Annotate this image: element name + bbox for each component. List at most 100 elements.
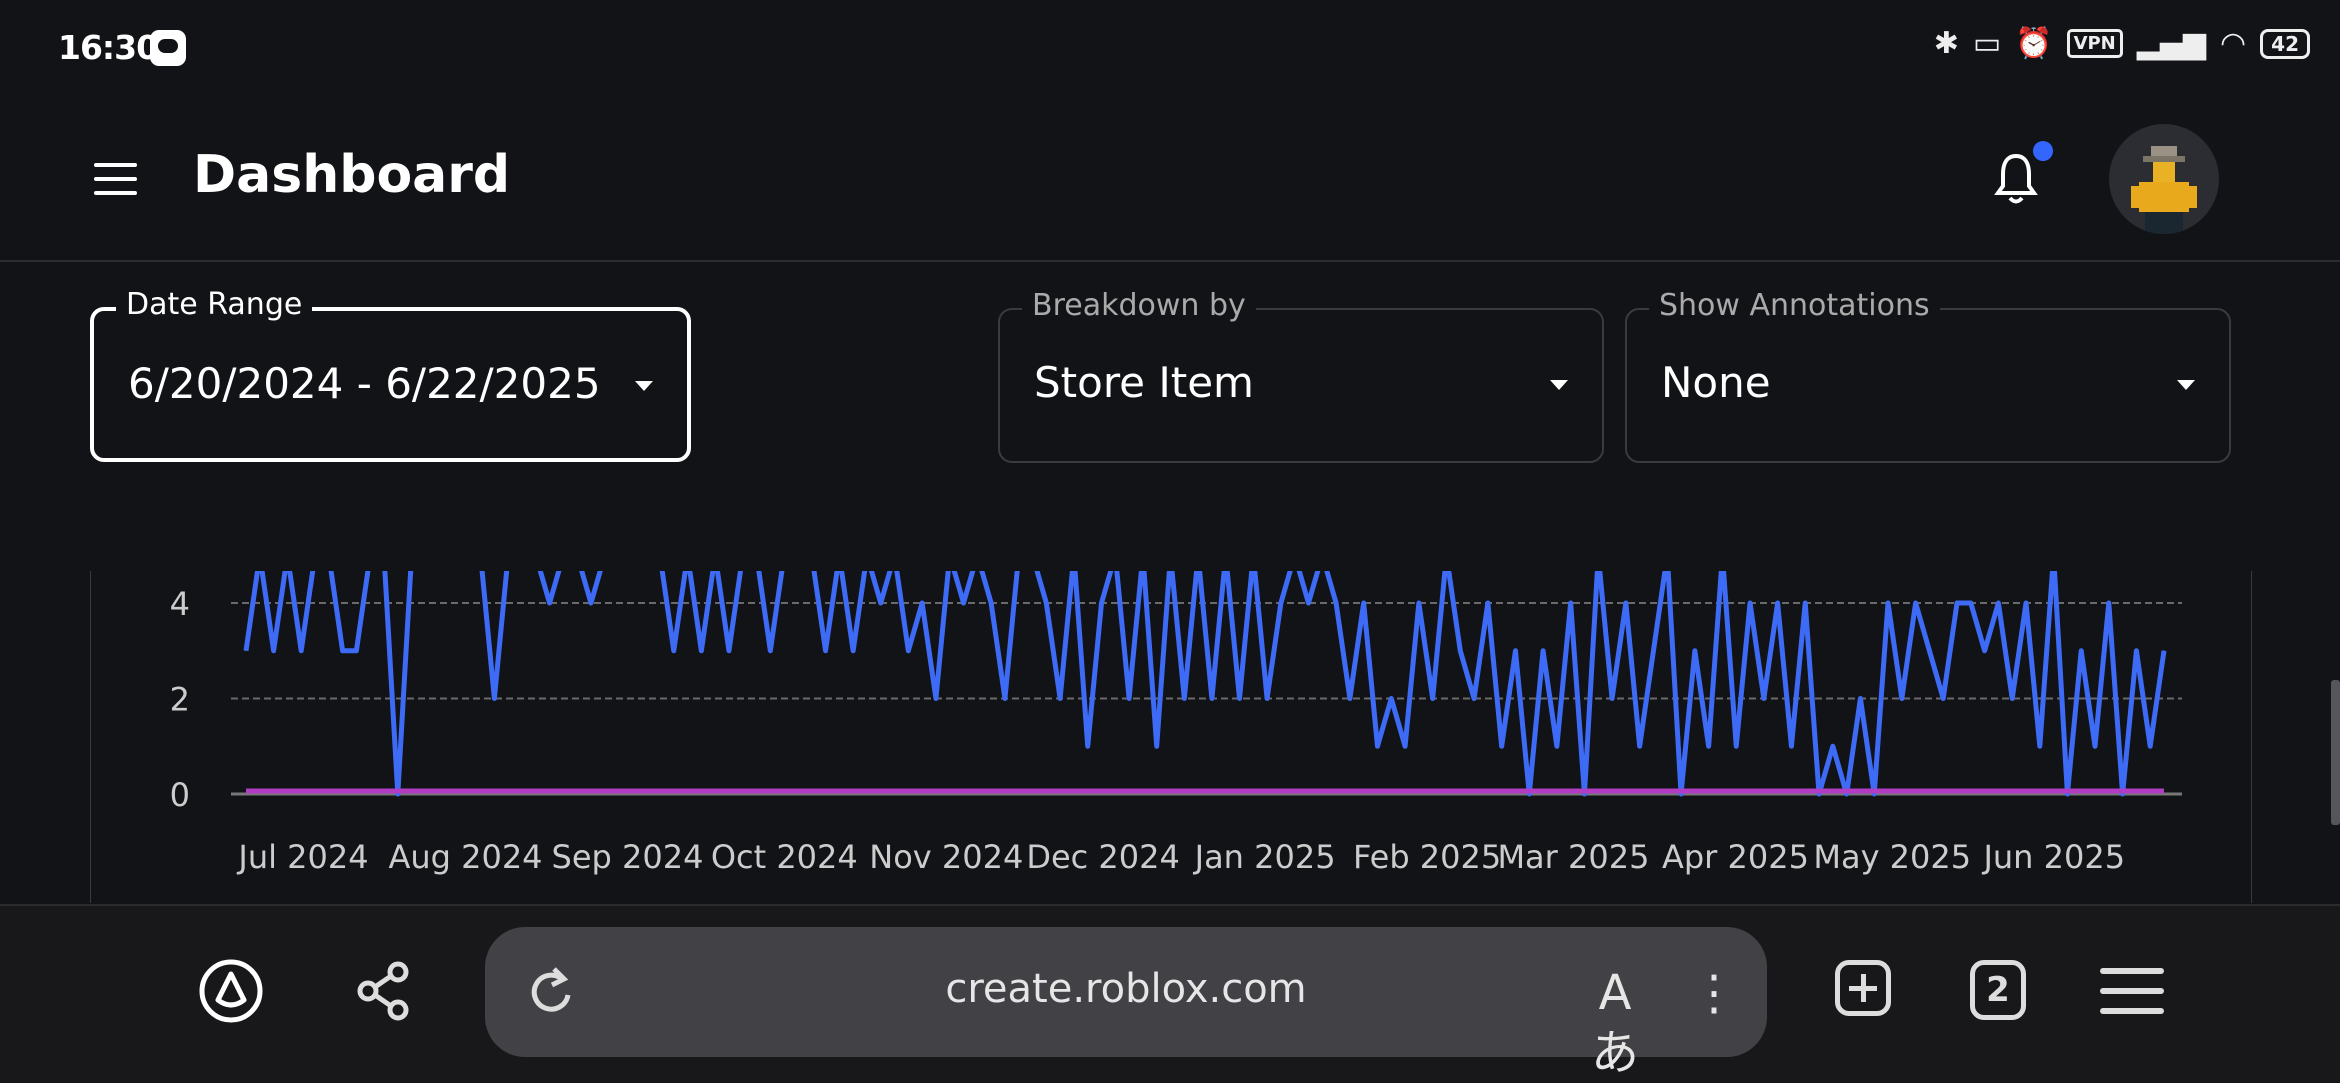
alarm-icon: ⏰ <box>2015 26 2053 61</box>
data-point <box>245 650 247 652</box>
data-point <box>2135 650 2137 652</box>
data-point <box>1363 602 1365 604</box>
data-point <box>825 650 827 652</box>
data-point <box>935 698 937 699</box>
avatar[interactable] <box>2109 124 2219 234</box>
y-tick-label: 2 <box>170 681 190 719</box>
data-point <box>1390 698 1392 699</box>
data-point <box>2149 745 2151 747</box>
data-point <box>397 793 399 795</box>
data-point <box>287 555 288 556</box>
data-point <box>2163 650 2165 652</box>
data-point <box>2066 793 2068 795</box>
tab-count-button[interactable]: 2 <box>1970 960 2026 1020</box>
data-point <box>1611 698 1613 699</box>
data-point <box>1942 698 1944 699</box>
share-icon[interactable] <box>354 960 414 1022</box>
data-point <box>480 555 481 556</box>
data-point <box>907 650 909 652</box>
date-range-label: Date Range <box>116 287 313 322</box>
data-point <box>439 555 440 556</box>
data-point <box>1749 602 1751 604</box>
data-point <box>1115 555 1116 556</box>
data-point <box>1349 698 1351 699</box>
data-point <box>1680 793 1682 795</box>
data-point <box>1142 555 1143 556</box>
data-point <box>1583 793 1585 795</box>
data-point <box>715 555 716 556</box>
data-point <box>508 555 509 556</box>
x-tick-label: May 2025 <box>1813 838 1971 876</box>
new-tab-icon[interactable] <box>1835 960 1891 1016</box>
x-tick-label: Nov 2024 <box>869 838 1023 876</box>
data-point <box>2011 698 2013 699</box>
data-point <box>535 555 536 556</box>
data-point <box>797 555 798 556</box>
data-point <box>1087 745 1089 747</box>
browser-menu-icon[interactable] <box>2100 968 2164 1014</box>
bell-icon[interactable] <box>1994 152 2038 206</box>
data-point <box>894 555 895 556</box>
series-line-primary <box>243 571 2167 797</box>
menu-icon[interactable] <box>94 163 137 195</box>
data-point <box>1211 698 1213 699</box>
alice-assistant-icon[interactable] <box>198 958 264 1024</box>
data-point <box>1722 555 1723 556</box>
data-point <box>1404 745 1406 747</box>
data-point <box>1735 745 1737 747</box>
date-range-select[interactable]: Date Range 6/20/2024 - 6/22/2025 <box>90 287 691 462</box>
caret-down-icon <box>635 381 653 391</box>
data-point <box>700 650 702 652</box>
data-point <box>839 555 840 556</box>
data-point <box>1418 602 1420 604</box>
data-point <box>1915 602 1917 604</box>
data-point <box>1280 602 1282 604</box>
data-point <box>977 555 978 556</box>
data-point <box>1253 555 1254 556</box>
annotations-select[interactable]: Show Annotations None <box>1625 288 2231 463</box>
data-point <box>1901 698 1903 699</box>
breakdown-select[interactable]: Breakdown by Store Item <box>998 288 1604 463</box>
data-point <box>646 555 647 556</box>
url-text[interactable]: create.roblox.com <box>945 966 1307 1012</box>
data-point <box>866 555 867 556</box>
data-point <box>880 602 882 604</box>
status-icons: ✱ ▭ ⏰ VPN ▂▄▆ ◠ 42 <box>1934 26 2310 61</box>
page-scrollbar[interactable] <box>2331 680 2340 825</box>
data-point <box>1018 555 1019 556</box>
x-tick-label: Mar 2025 <box>1497 838 1649 876</box>
more-vertical-icon[interactable]: ⋮ <box>1690 965 1738 1021</box>
data-point <box>1598 555 1599 556</box>
data-point <box>1004 698 1006 699</box>
data-point <box>1045 602 1047 604</box>
x-tick-label: Jan 2025 <box>1193 838 1336 876</box>
app-notification-icon <box>150 30 186 66</box>
reload-icon[interactable] <box>528 965 574 1017</box>
data-point <box>273 650 275 652</box>
data-point <box>2080 650 2082 652</box>
data-point <box>1307 602 1309 604</box>
data-point <box>1073 555 1074 556</box>
data-point <box>1514 650 1516 652</box>
translate-icon[interactable]: Aあ <box>1590 965 1639 1081</box>
page-title: Dashboard <box>193 145 511 205</box>
data-point <box>493 698 495 699</box>
data-point <box>1198 555 1199 556</box>
data-point <box>769 650 771 652</box>
data-point <box>314 555 315 556</box>
data-point <box>1846 793 1848 795</box>
avatar-image <box>2131 146 2197 234</box>
data-point <box>577 555 578 556</box>
data-point <box>259 555 260 556</box>
data-point <box>756 555 757 556</box>
data-point <box>811 555 812 556</box>
data-point <box>1101 602 1103 604</box>
annotations-value: None <box>1661 358 1771 407</box>
address-bar[interactable] <box>485 927 1767 1057</box>
data-point <box>383 555 384 556</box>
y-tick-label: 4 <box>170 585 190 623</box>
bluetooth-icon: ✱ <box>1933 26 1959 61</box>
data-point <box>784 555 785 556</box>
date-range-value: 6/20/2024 - 6/22/2025 <box>128 359 601 408</box>
vibrate-icon: ▭ <box>1972 26 2002 61</box>
